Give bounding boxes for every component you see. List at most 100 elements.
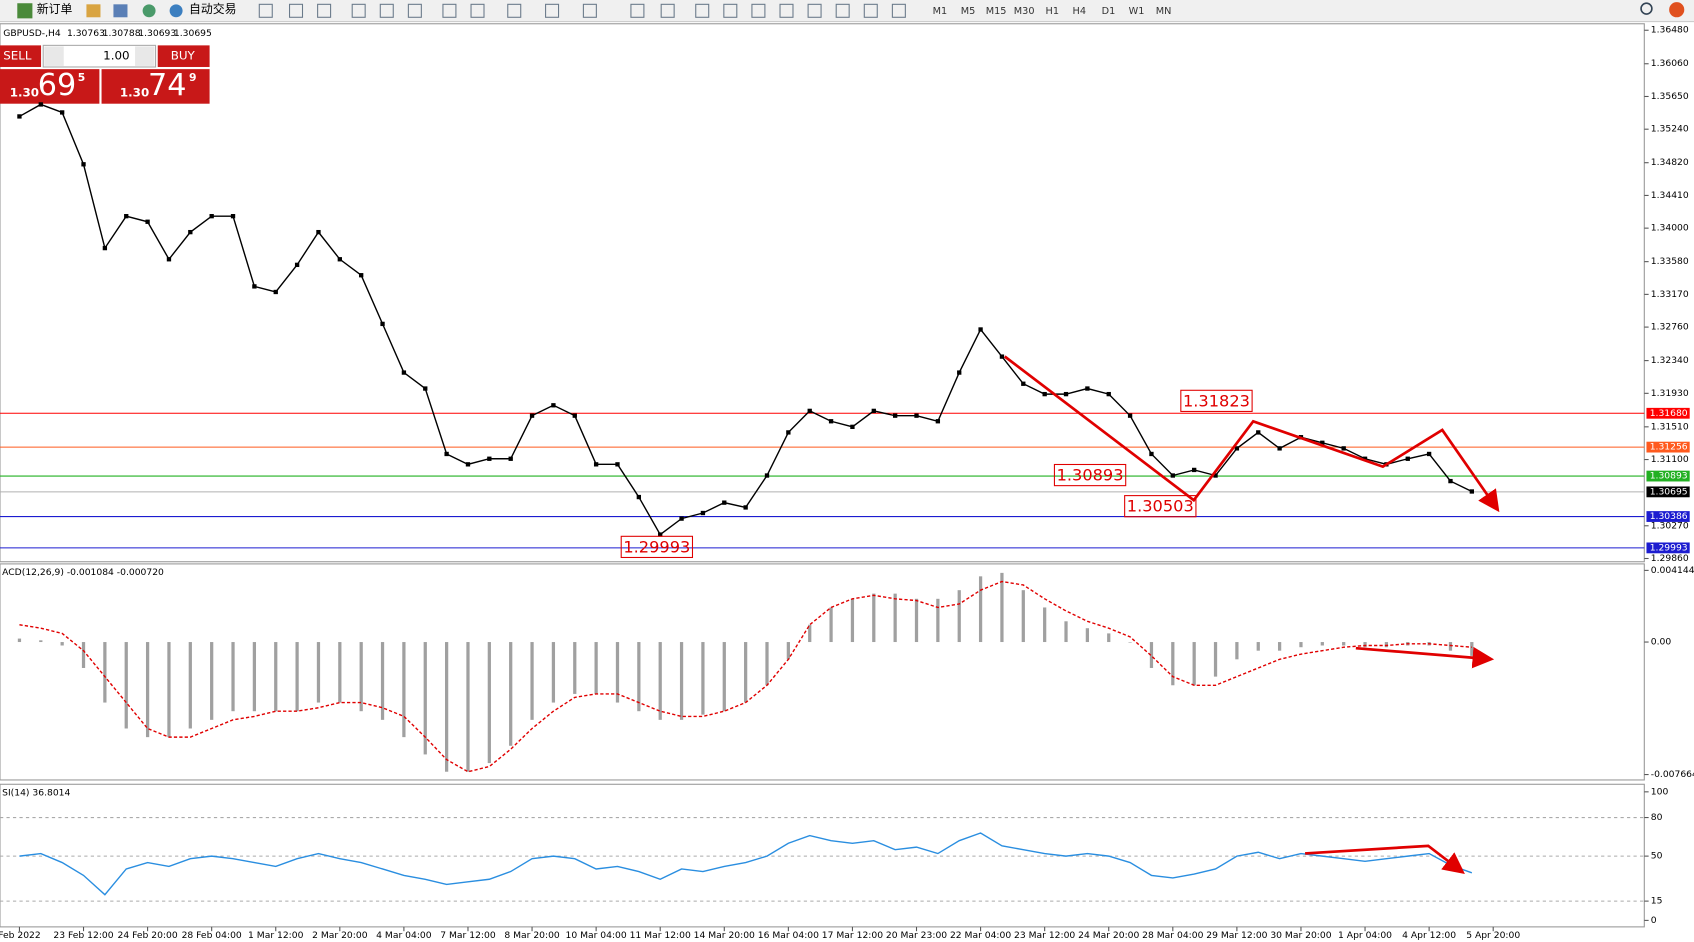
lots-up[interactable]	[135, 46, 155, 66]
notification-icon[interactable]	[1669, 2, 1685, 18]
price-point	[850, 424, 855, 429]
price-point	[209, 214, 214, 219]
macd-bar	[444, 642, 449, 772]
price-point	[957, 370, 962, 375]
price-point	[401, 370, 407, 375]
ask-box[interactable]	[101, 69, 210, 104]
tool-icon[interactable]	[779, 3, 794, 18]
tool-icon[interactable]	[863, 3, 878, 18]
macd-bar	[17, 638, 22, 643]
tool-icon[interactable]	[751, 3, 766, 18]
price-point	[380, 321, 385, 327]
new-order-button[interactable]: 新订单	[37, 2, 73, 16]
level-tag	[1646, 441, 1690, 453]
timeframe-button[interactable]: W1	[1129, 6, 1145, 17]
tool-icon[interactable]	[379, 3, 394, 18]
tool-icons: M1 M5 M15 M30 H1 H4 D1 W1 MN	[258, 3, 1172, 18]
macd-bar	[1320, 642, 1324, 646]
timeframe-button[interactable]: D1	[1102, 6, 1116, 17]
tool-icon[interactable]	[142, 4, 156, 18]
new-order-icon[interactable]	[17, 3, 33, 19]
auto-trading-icon[interactable]	[169, 4, 183, 18]
price-point	[807, 408, 812, 414]
tool-icon[interactable]	[695, 3, 710, 18]
price-point	[1341, 446, 1346, 451]
tool-icon[interactable]	[807, 3, 822, 18]
tool-icon[interactable]	[723, 3, 738, 18]
macd-bar	[1384, 642, 1389, 648]
timeframe-button[interactable]: M15	[986, 6, 1007, 17]
price-point	[871, 408, 876, 414]
y-tick-label: 1.36060	[1651, 58, 1689, 69]
sell-label[interactable]: SELL	[3, 49, 32, 63]
price-point	[337, 257, 342, 262]
lots-down[interactable]	[44, 46, 64, 66]
macd-bar	[1043, 607, 1047, 643]
price-point	[658, 532, 663, 537]
tool-icon[interactable]	[351, 3, 366, 18]
y-tick-label: 1.31510	[1651, 421, 1689, 432]
tool-icon[interactable]	[507, 3, 522, 18]
annotation-box	[620, 535, 694, 559]
price-point	[1362, 456, 1368, 461]
y-tick-label: 0	[1651, 915, 1657, 926]
macd-bar	[1171, 642, 1175, 686]
price-point	[892, 413, 898, 418]
sell-button[interactable]	[0, 45, 42, 67]
price-point	[1234, 446, 1240, 451]
y-tick-label: 1.33170	[1651, 289, 1689, 300]
price-point	[145, 219, 150, 224]
macd-bar	[39, 640, 43, 643]
rsi-arrow	[1304, 844, 1465, 874]
tool-icon[interactable]	[113, 4, 128, 18]
macd-bar	[167, 642, 171, 738]
tool-icon[interactable]	[288, 3, 304, 18]
buy-button[interactable]	[157, 45, 210, 67]
timeframe-button[interactable]: M1	[933, 6, 948, 17]
price-point	[1256, 430, 1261, 435]
y-tick-label: 1.29860	[1651, 553, 1689, 564]
timeframe-button[interactable]: H4	[1073, 6, 1087, 17]
macd-bar	[487, 642, 491, 764]
macd-bar	[316, 642, 321, 703]
tool-icon[interactable]	[86, 4, 101, 18]
x-tick-label: Feb 2022	[0, 930, 41, 941]
tool-icon[interactable]	[470, 3, 485, 18]
tool-icon[interactable]	[835, 3, 850, 18]
tool-icon[interactable]	[317, 3, 332, 18]
x-tick-label: 16 Mar 04:00	[758, 930, 819, 941]
auto-trading-button[interactable]: 自动交易	[189, 2, 237, 16]
timeframe-button[interactable]: MN	[1156, 6, 1172, 17]
search-icon[interactable]	[1640, 2, 1653, 15]
price-point	[1192, 467, 1197, 473]
tool-icon[interactable]	[545, 3, 560, 18]
y-tick-label: 80	[1651, 812, 1663, 823]
timeframe-button[interactable]: M30	[1014, 6, 1035, 17]
tool-icon[interactable]	[660, 3, 675, 18]
price-point	[166, 257, 172, 262]
macd-bar	[145, 642, 150, 738]
tool-icon[interactable]	[407, 3, 422, 18]
bid-box[interactable]	[0, 69, 100, 104]
price-point	[1106, 391, 1111, 397]
tool-icon[interactable]	[258, 3, 273, 18]
tool-icon[interactable]	[442, 3, 457, 18]
macd-bar	[978, 576, 983, 643]
price-annotation: 1.29993	[623, 537, 690, 556]
y-tick-label: 50	[1651, 851, 1663, 862]
timeframe-button[interactable]: M5	[961, 6, 976, 17]
y-tick-label: -0.007664	[1651, 769, 1694, 780]
macd-bar	[188, 642, 192, 729]
buy-label[interactable]: BUY	[171, 49, 196, 63]
price-point	[230, 214, 236, 219]
timeframe-button[interactable]: H1	[1046, 6, 1060, 17]
tool-icon[interactable]	[582, 3, 597, 18]
signal-line	[19, 580, 1472, 773]
tool-icon[interactable]	[630, 3, 645, 18]
lots-input[interactable]	[42, 44, 157, 68]
macd-bar	[60, 642, 64, 646]
tool-icon[interactable]	[891, 3, 906, 18]
price-point	[1426, 451, 1432, 457]
